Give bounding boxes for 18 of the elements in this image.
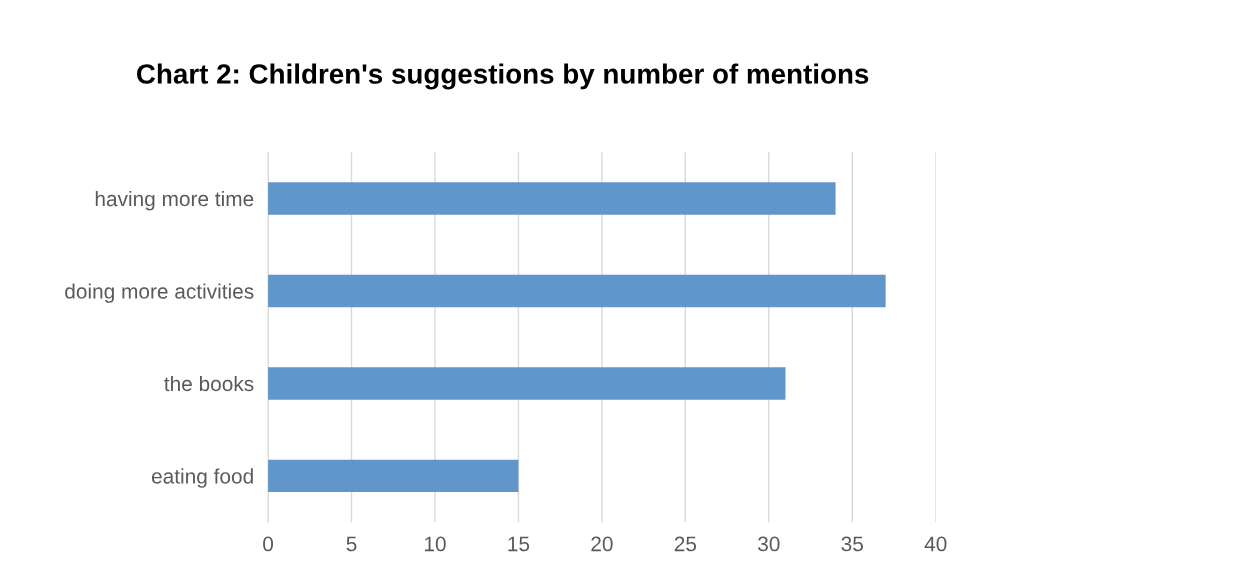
x-tick-label: 35 xyxy=(841,536,863,552)
y-tick-label: doing more activities xyxy=(65,283,254,303)
x-tick-label: 5 xyxy=(346,536,357,552)
x-tick-label: 20 xyxy=(591,536,613,552)
x-tick-label: 30 xyxy=(758,536,780,552)
bar xyxy=(268,182,836,215)
x-tick-label: 40 xyxy=(924,536,947,552)
y-tick-label: the books xyxy=(164,375,254,392)
x-tick-label: 0 xyxy=(263,536,274,552)
x-tick-label: 25 xyxy=(674,536,697,552)
y-tick-label: eating food xyxy=(151,468,253,488)
bar xyxy=(268,367,786,400)
y-tick-label: having more time xyxy=(95,190,254,211)
x-tick-label: 10 xyxy=(424,536,446,552)
x-tick-label: 15 xyxy=(508,536,530,552)
bar xyxy=(268,274,886,308)
bar xyxy=(268,459,519,493)
chart-title: Chart 2: Children's suggestions by number of mentions xyxy=(137,63,869,90)
